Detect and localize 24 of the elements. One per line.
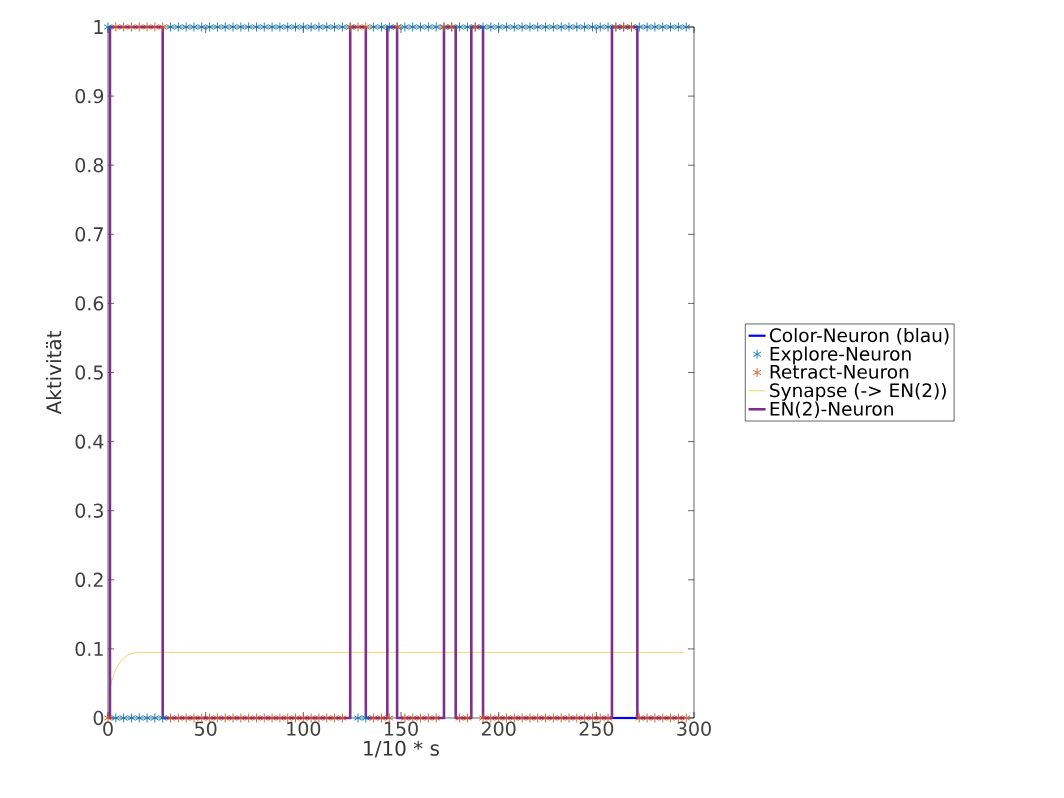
y-tick-label: 0.4 [75, 434, 104, 449]
legend-label: Explore-Neuron [770, 346, 911, 365]
x-tick-label: 200 [481, 721, 516, 736]
legend-label: Synapse (-> EN(2)) [770, 383, 946, 401]
y-tick-label: 0.8 [75, 158, 104, 173]
x-tick-label: 100 [287, 721, 321, 736]
x-tick-label: 250 [579, 721, 614, 736]
y-tick-label: 0.5 [75, 365, 103, 380]
y-tick-label: 1 [94, 20, 103, 34]
x-tick-label: 300 [677, 721, 711, 736]
y-tick-label: 0.9 [75, 88, 104, 104]
x-tick-label: 50 [195, 721, 217, 736]
y-tick-label: 0.2 [75, 572, 103, 587]
y-tick-label: 0.3 [75, 503, 103, 518]
y-axis-title: Aktivität [45, 330, 62, 415]
y-tick-label: 0 [93, 710, 104, 726]
x-axis-title: 1/10 * s [364, 740, 440, 758]
y-tick-label: 0.1 [75, 641, 103, 657]
y-tick-label: 0.7 [75, 227, 103, 242]
legend-label: Color-Neuron (blau) [769, 327, 949, 345]
legend-label: EN(2)-Neuron [770, 401, 893, 418]
x-tick-label: 150 [384, 721, 418, 736]
y-tick-label: 0.6 [75, 296, 104, 311]
legend-label: Retract-Neuron [770, 365, 909, 379]
